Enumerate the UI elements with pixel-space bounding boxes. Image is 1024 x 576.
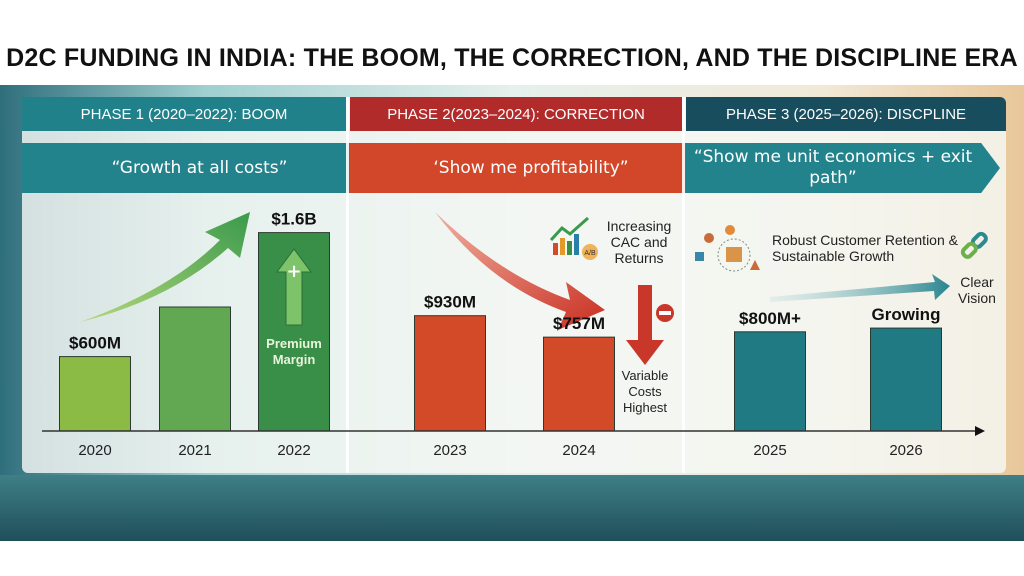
phase-1-header: PHASE 1 (2020–2022): BOOM bbox=[22, 97, 346, 131]
ab-badge: A/B bbox=[584, 250, 596, 257]
clear-vision-label: Clear Vision bbox=[958, 274, 996, 306]
data-label: $757M bbox=[553, 314, 605, 333]
decline-arrow-icon bbox=[435, 212, 605, 330]
data-label: $800M+ bbox=[739, 309, 801, 328]
data-label: $930M bbox=[424, 293, 476, 312]
axis-arrow-icon bbox=[975, 426, 985, 436]
x-tick-label: 2024 bbox=[562, 442, 595, 459]
plus-icon: + bbox=[286, 261, 301, 282]
page-title: D2C FUNDING IN INDIA: THE BOOM, THE CORR… bbox=[6, 44, 1018, 72]
bar-2021 bbox=[159, 306, 231, 432]
bar-2026 bbox=[870, 327, 942, 432]
premium-margin-arrow-icon bbox=[276, 248, 312, 326]
x-tick-label: 2021 bbox=[178, 442, 211, 459]
data-label: $600M bbox=[69, 334, 121, 353]
x-tick-label: 2026 bbox=[889, 442, 922, 459]
phase-2-header: PHASE 2(2023–2024): CORRECTION bbox=[350, 97, 682, 131]
variable-costs-arrow-icon bbox=[626, 285, 664, 365]
data-label: $1.6B bbox=[271, 210, 316, 229]
variable-costs-label: Variable Costs Highest bbox=[621, 368, 669, 415]
phase-divider bbox=[346, 97, 349, 473]
growth-arrow-icon bbox=[80, 212, 250, 322]
bar-2020 bbox=[59, 356, 131, 432]
vision-arrow-icon bbox=[770, 274, 950, 302]
bar-2024 bbox=[543, 336, 615, 432]
phase-divider bbox=[682, 97, 685, 473]
x-tick-label: 2025 bbox=[753, 442, 786, 459]
minus-bar bbox=[659, 311, 671, 315]
chain-link-icon bbox=[960, 231, 988, 259]
phase-3-slogan: “Show me unit economics + exit path” bbox=[686, 143, 1000, 193]
x-tick-label: 2020 bbox=[78, 442, 111, 459]
bar-2023 bbox=[414, 315, 486, 432]
growth-chart-icon bbox=[549, 216, 598, 260]
customer-lifecycle-icon bbox=[695, 225, 760, 272]
retention-label: Robust Customer Retention & Sustainable … bbox=[772, 232, 958, 264]
increasing-cac-label: Increasing CAC and Returns bbox=[606, 218, 672, 266]
background-road bbox=[0, 475, 1024, 541]
phase-1-slogan: “Growth at all costs” bbox=[22, 143, 377, 193]
x-tick-label: 2023 bbox=[433, 442, 466, 459]
phase-2-slogan: ‘Show me profitability” bbox=[350, 143, 712, 193]
premium-margin-label: Premium Margin bbox=[266, 336, 322, 367]
data-label: Growing bbox=[872, 305, 941, 324]
bar-2025 bbox=[734, 331, 806, 432]
x-tick-label: 2022 bbox=[277, 442, 310, 459]
phase-3-header: PHASE 3 (2025–2026): DISCPLINE bbox=[686, 97, 1006, 131]
